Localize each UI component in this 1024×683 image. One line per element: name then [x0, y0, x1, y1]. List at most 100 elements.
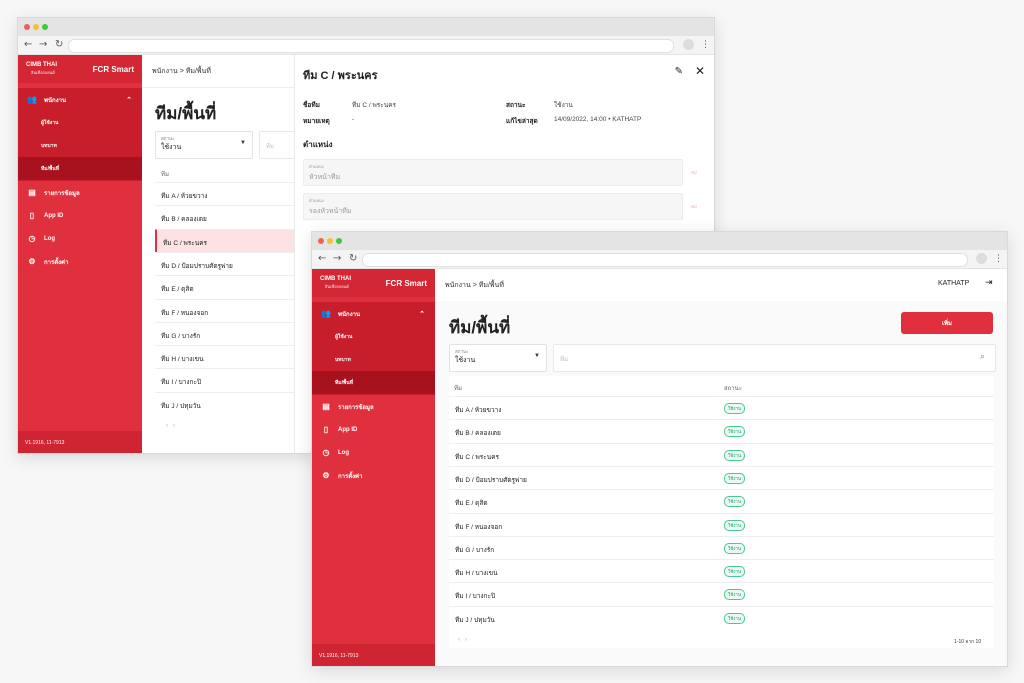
- reload-icon[interactable]: ↻: [349, 253, 358, 264]
- profile-icon[interactable]: [976, 253, 987, 264]
- cimb-logo: CIMB THAI: [320, 276, 351, 282]
- sidebar-item-employee[interactable]: 👥 พนักงาน ⌃: [18, 88, 142, 111]
- table-row[interactable]: ทีม H / บางเขน ใช้งาน: [449, 559, 994, 583]
- sidebar-item-teams[interactable]: ทีม/พื้นที่: [312, 371, 435, 394]
- table-row[interactable]: ทีม C / พระนคร ใช้งาน: [449, 442, 994, 467]
- close-window-button[interactable]: [24, 24, 30, 30]
- delete-position-button[interactable]: ลบ: [691, 204, 697, 209]
- status-filter-label: สถานะ: [161, 136, 175, 141]
- team-name-cell: ทีม B / คลองเตย: [161, 216, 207, 224]
- status-filter-select[interactable]: สถานะ ใช้งาน ▼: [449, 344, 547, 372]
- sidebar: CIMB THAI สินเชื่อรถยนต์ FCR Smart 👥 พนั…: [18, 55, 142, 453]
- position-field[interactable]: ตำแหน่ง รองหัวหน้าทีม: [303, 193, 683, 220]
- table-row[interactable]: ทีม G / บางรัก: [155, 321, 294, 346]
- table-row[interactable]: ทีม F / หนองจอก: [155, 298, 294, 323]
- status-badge: ใช้งาน: [724, 496, 746, 508]
- sidebar-item-data-list[interactable]: ▤ รายการข้อมูล: [18, 181, 142, 204]
- sidebar-item-roles[interactable]: บทบาท: [335, 356, 351, 363]
- sidebar-item-roles[interactable]: บทบาท: [41, 142, 57, 149]
- column-header-team: ทีม: [454, 386, 462, 392]
- position-field[interactable]: ตำแหน่ง หัวหน้าทีม: [303, 159, 683, 186]
- status-badge: ใช้งาน: [724, 472, 746, 484]
- sidebar-item-app-id[interactable]: ▯ App ID: [312, 418, 435, 441]
- sidebar-item-users[interactable]: ผู้ใช้งาน: [335, 333, 353, 340]
- table-row[interactable]: ทีม C / พระนคร: [155, 228, 296, 253]
- logout-icon[interactable]: ⇥: [985, 277, 993, 287]
- table-row[interactable]: ทีม H / บางเขน: [155, 345, 294, 369]
- team-search-input[interactable]: ทีม ⌕: [553, 344, 996, 372]
- sidebar-item-users[interactable]: ผู้ใช้งาน: [41, 119, 59, 126]
- people-icon: 👥: [321, 309, 331, 318]
- sidebar-item-teams[interactable]: ทีม/พื้นที่: [18, 157, 142, 180]
- sidebar-item-label: Log: [44, 235, 55, 242]
- team-name-cell: ทีม J / ปทุมวัน: [455, 616, 495, 624]
- reload-icon[interactable]: ↻: [55, 39, 64, 50]
- brand-header: CIMB THAI สินเชื่อรถยนต์ FCR Smart: [18, 55, 142, 83]
- table-row[interactable]: ทีม A / ห้วยขวาง ใช้งาน: [449, 396, 994, 420]
- back-arrow-icon[interactable]: ←: [318, 253, 327, 264]
- browser-menu-icon[interactable]: ⋮: [994, 254, 1003, 264]
- maximize-window-button[interactable]: [336, 238, 342, 244]
- status-filter-label: สถานะ: [455, 349, 469, 354]
- table-row[interactable]: ทีม I / บางกะปิ ใช้งาน: [449, 582, 994, 606]
- browser-menu-icon[interactable]: ⋮: [701, 40, 710, 50]
- forward-arrow-icon[interactable]: →: [39, 39, 48, 50]
- table-row[interactable]: ทีม G / บางรัก ใช้งาน: [449, 535, 994, 560]
- top-bar: พนักงาน > ทีม/พื้นที่ KATHATP ⇥: [435, 269, 1007, 302]
- table-row[interactable]: ทีม A / ห้วยขวาง: [155, 182, 294, 206]
- url-field[interactable]: [362, 253, 968, 267]
- app-name: FCR Smart: [385, 279, 427, 288]
- chevron-up-icon: ⌃: [126, 96, 132, 104]
- search-placeholder: ทีม: [560, 357, 568, 363]
- sidebar-item-data-list[interactable]: ▤ รายการข้อมูล: [312, 395, 435, 418]
- table-row[interactable]: ทีม F / หนองจอก ใช้งาน: [449, 512, 994, 537]
- delete-position-button[interactable]: ลบ: [691, 170, 697, 175]
- forward-arrow-icon[interactable]: →: [333, 253, 342, 264]
- team-name-cell: ทีม F / หนองจอก: [161, 309, 209, 317]
- sidebar-item-settings[interactable]: ⚙ การตั้งค่า: [312, 464, 435, 487]
- team-name-cell: ทีม G / บางรัก: [161, 332, 201, 340]
- table-row[interactable]: ทีม B / คลองเตย: [155, 205, 294, 229]
- table-row[interactable]: ทีม J / ปทุมวัน ใช้งาน: [449, 605, 994, 630]
- table-row[interactable]: ทีม I / บางกะปิ: [155, 368, 294, 392]
- close-icon[interactable]: ✕: [694, 64, 705, 78]
- pagination-arrows[interactable]: ‹ ›: [166, 423, 175, 429]
- profile-icon[interactable]: [683, 39, 694, 50]
- status-filter-select[interactable]: สถานะ ใช้งาน ▼: [155, 131, 253, 159]
- phone-icon: ▯: [323, 425, 329, 434]
- sidebar-item-label: Log: [338, 449, 349, 456]
- pagination-count: 1-10 จาก 10: [954, 639, 982, 645]
- detail-title: ทีม C / พระนคร: [303, 70, 378, 82]
- url-field[interactable]: [68, 39, 674, 53]
- minimize-window-button[interactable]: [327, 238, 333, 244]
- team-name-cell: ทีม G / บางรัก: [455, 546, 495, 554]
- table-row[interactable]: ทีม J / ปทุมวัน: [155, 391, 294, 416]
- table-row[interactable]: ทีม D / ป้อมปราบศัตรูพ่าย ใช้งาน: [449, 465, 994, 490]
- back-arrow-icon[interactable]: ←: [24, 39, 33, 50]
- table-row[interactable]: ทีม E / ดุสิต ใช้งาน: [449, 489, 994, 513]
- pagination-arrows[interactable]: ‹ ›: [458, 637, 467, 643]
- logo-subtitle: สินเชื่อรถยนต์: [31, 70, 55, 75]
- page-title: ทีม/พื้นที่: [449, 318, 511, 337]
- maximize-window-button[interactable]: [42, 24, 48, 30]
- sidebar-item-settings[interactable]: ⚙ การตั้งค่า: [18, 250, 142, 273]
- column-header-team: ทีม: [161, 172, 169, 178]
- minimize-window-button[interactable]: [33, 24, 39, 30]
- sidebar-item-log[interactable]: ◷ Log: [312, 441, 435, 464]
- team-name-cell: ทีม E / ดุสิต: [455, 500, 488, 508]
- sidebar-item-app-id[interactable]: ▯ App ID: [18, 204, 142, 227]
- edit-pencil-icon[interactable]: ✎: [674, 66, 683, 77]
- add-button[interactable]: เพิ่ม: [901, 312, 993, 334]
- team-name-cell: ทีม I / บางกะปิ: [161, 379, 202, 387]
- close-window-button[interactable]: [318, 238, 324, 244]
- back-browser-window: ← → ↻ ⋮ CIMB THAI สินเชื่อรถยนต์ FCR Sma…: [17, 17, 715, 454]
- table-row[interactable]: ทีม B / คลองเตย ใช้งาน: [449, 419, 994, 443]
- sidebar-item-employee[interactable]: 👥 พนักงาน ⌃: [312, 302, 435, 325]
- employee-menu-group: 👥 พนักงาน ⌃ ผู้ใช้งาน บทบาท ทีม/พื้นที่: [18, 88, 142, 181]
- table-row[interactable]: ทีม D / ป้อมปราบศัตรูพ่าย: [155, 251, 294, 276]
- table-row[interactable]: ทีม E / ดุสิต: [155, 275, 294, 299]
- search-icon[interactable]: ⌕: [979, 351, 985, 361]
- sidebar-item-log[interactable]: ◷ Log: [18, 227, 142, 250]
- positions-heading: ตำแหน่ง: [303, 140, 333, 149]
- team-name-cell: ทีม H / บางเขน: [455, 570, 498, 578]
